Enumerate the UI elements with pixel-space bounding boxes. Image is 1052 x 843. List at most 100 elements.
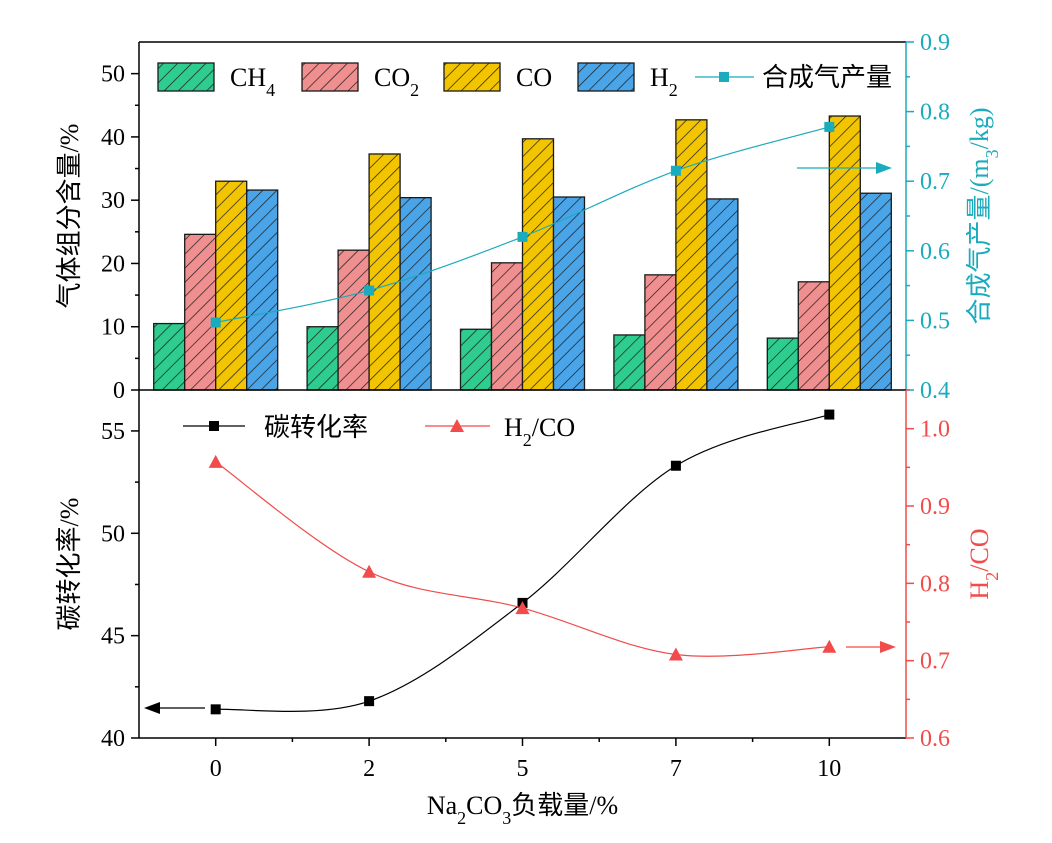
x-axis-title-part: 负载量/%	[511, 791, 618, 820]
ratio-marker	[822, 639, 837, 653]
bar-outline	[459, 328, 493, 391]
y2-axis-title-part: /kg)	[965, 108, 994, 150]
y2-tick-label: 0.9	[920, 494, 950, 520]
x-tick-label: 10	[817, 756, 841, 782]
x-axis-title-part: CO	[466, 791, 502, 820]
bar-outline	[521, 138, 555, 391]
legend-label-part: 2	[669, 80, 678, 100]
ratio-marker	[362, 564, 377, 578]
conversion-marker	[210, 704, 221, 715]
legend-label-part: 4	[266, 80, 275, 100]
legend-swatch-outline	[157, 62, 215, 92]
y2-tick-label: 0.6	[920, 239, 950, 265]
bar-outline	[675, 119, 708, 391]
bar-outline	[828, 115, 861, 391]
top-panel: 0 10 20 30 40 50 0.4 0.5 0.6 0.7 0.8 0.9 气体组分含量/% 合成气…	[55, 30, 1002, 404]
legend-label-part: CO	[374, 63, 410, 92]
conversion-marker	[670, 460, 681, 471]
y-axis-title: 气体组分含量/%	[55, 124, 84, 309]
legend-label-part: CO	[516, 63, 552, 92]
y-tick-label: 55	[101, 419, 125, 445]
ratio-marker	[668, 647, 683, 661]
bar-outline	[797, 281, 830, 391]
conversion-line	[215, 413, 830, 713]
y-tick-label: 50	[101, 62, 125, 88]
bar-outline	[246, 189, 279, 391]
legend-label: CH4	[230, 63, 275, 100]
arrow-right-head	[876, 162, 892, 174]
syngas-marker	[517, 231, 528, 242]
y2-tick-label: 0.5	[920, 308, 950, 334]
legend-swatch-outline	[301, 62, 359, 92]
conversion-marker	[364, 696, 375, 707]
y2-tick-label: 0.8	[920, 100, 950, 126]
y2-tick-label: 0.8	[920, 571, 950, 597]
y-tick-label: 40	[101, 125, 125, 151]
legend-label: 合成气产量	[762, 63, 892, 92]
legend-label: 碳转化率	[264, 413, 368, 442]
y2-tick-label: 0.4	[920, 378, 950, 404]
x-tick-label: 5	[517, 756, 529, 782]
arrow-left-head	[144, 702, 160, 714]
syngas-marker	[824, 121, 835, 132]
x-tick-label: 7	[670, 756, 682, 782]
bar-outline	[153, 322, 186, 391]
legend-label-part: H	[504, 413, 523, 442]
y2-axis-title-part: /CO	[965, 528, 994, 571]
bar-outline	[337, 249, 370, 391]
y2-tick-label: 0.7	[920, 649, 950, 675]
bar-outline	[766, 337, 799, 391]
arrow-right-head	[880, 641, 896, 653]
legend-marker	[450, 419, 464, 432]
legend-marker	[719, 72, 729, 82]
y2-tick-label: 1.0	[920, 417, 950, 443]
bar-outline	[306, 326, 339, 391]
bar-outline	[706, 198, 739, 391]
conversion-marker	[824, 409, 835, 420]
ratio-marker	[208, 454, 223, 468]
y-tick-label: 0	[113, 378, 125, 404]
syngas-marker	[210, 317, 221, 328]
bar-outline	[399, 197, 432, 391]
legend-label: CO2	[374, 63, 419, 100]
y2-axis-title-part: H	[965, 581, 994, 600]
x-axis-title-part: Na	[427, 791, 458, 820]
x-tick-label: 2	[363, 756, 375, 782]
legend-label-part: /CO	[532, 413, 575, 442]
y2-tick-label: 0.7	[920, 169, 950, 195]
y-tick-label: 10	[101, 315, 125, 341]
y-tick-label: 30	[101, 188, 125, 214]
legend-swatch-outline	[443, 62, 501, 92]
bar-outline	[644, 274, 677, 391]
x-axis-title-part: 2	[457, 808, 466, 828]
y-tick-label: 50	[101, 521, 125, 547]
x-tick-label: 0	[210, 756, 222, 782]
legend-marker	[209, 421, 219, 431]
bar-outline	[552, 196, 586, 391]
x-axis-title: Na2CO3负载量/%	[427, 791, 618, 828]
bar-outline	[368, 153, 401, 391]
legend-label-part: 2	[410, 80, 419, 100]
y-axis-title: 碳转化率/%	[55, 498, 84, 631]
y2-tick-label: 0.9	[920, 30, 950, 56]
y2-axis-title-part: 合成气产量/(m	[965, 158, 994, 324]
legend-swatch-outline	[577, 62, 635, 92]
legend-label-part: 2	[523, 430, 532, 450]
bar-outline	[490, 262, 524, 391]
y2-axis-title-part: 3	[982, 149, 1002, 158]
y2-tick-label: 0.6	[920, 726, 950, 752]
legend-label: H2	[650, 63, 678, 100]
syngas-marker	[364, 285, 375, 296]
ratio-line	[215, 461, 830, 657]
bar-outline	[215, 180, 248, 391]
legend-label: H2/CO	[504, 413, 575, 450]
y2-axis-title: H2/CO	[965, 528, 1002, 599]
legend-label-part: H	[650, 63, 669, 92]
legend-label: CO	[516, 63, 552, 92]
bar-outline	[184, 233, 217, 391]
bar-outline	[613, 334, 646, 391]
y-tick-label: 20	[101, 251, 125, 277]
